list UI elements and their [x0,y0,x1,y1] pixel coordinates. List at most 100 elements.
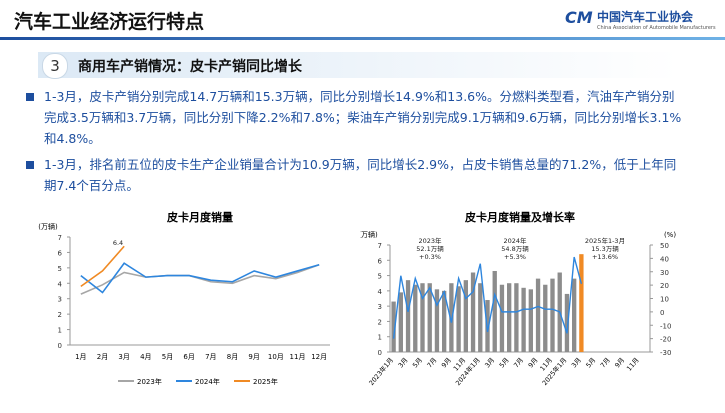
x-tick-label: 11月 [625,356,641,372]
y-tick-label: 2 [58,311,62,319]
annotation: +0.3% [419,253,441,261]
bullet: 1-3月，排名前五位的皮卡生产企业销量合计为10.9万辆，同比增长2.9%，占皮… [26,154,684,196]
annotation: 2025年1-3月 [585,236,625,245]
x-tick-label: 4月 [140,353,151,361]
annotation: +5.3% [504,253,526,261]
y2-tick-label: 20 [660,282,669,290]
x-tick-label: 7月 [599,356,612,369]
bar [478,283,483,352]
y-tick-label: 6 [58,249,63,257]
chart-title: 皮卡月度销量 [166,210,233,224]
y-tick-label: 3 [58,296,62,304]
x-tick-label: 7月 [512,356,525,369]
y-tick-label: 7 [58,234,62,242]
section-bar: 3 商用车产销情况：皮卡产销同比增长 [38,52,678,79]
annotation: +13.6% [592,253,618,261]
bar [492,270,497,352]
section-number: 3 [42,53,68,79]
logo-text: 中国汽车工业协会 [597,10,694,24]
x-tick-label: 5月 [498,356,511,369]
y2-tick-label: -30 [660,349,671,357]
x-tick-label: 9月 [248,353,259,361]
bar [398,292,403,352]
y2-tick-label: 30 [660,269,669,277]
annotation: 6.4 [113,239,123,247]
bar [442,290,447,352]
bar [572,278,577,352]
header-title: 汽车工业经济运行特点 [14,11,205,33]
bar [507,283,512,352]
bar [463,280,468,352]
y-tick-label: 6 [378,257,383,265]
x-tick-label: 12月 [311,353,327,361]
x-tick-label: 1月 [75,353,86,361]
line [392,256,583,339]
y-tick-label: 0 [378,349,382,357]
x-tick-label: 3月 [570,356,583,369]
line [80,245,125,288]
bar [514,283,519,352]
header: 汽车工业经济运行特点 CM 中国汽车工业协会 China Association… [0,0,725,40]
line [80,262,320,294]
y2-axis-label: (%) [664,231,676,239]
y2-tick-label: 40 [660,255,669,263]
y-tick-label: 7 [378,242,382,250]
bullet: 1-3月，皮卡产销分别完成14.7万辆和15.3万辆，同比分别增长14.9%和1… [26,86,684,149]
bar [427,283,432,352]
x-tick-label: 2023年1月 [367,356,396,388]
bar [550,278,555,352]
bar [413,284,418,352]
section-title: 商用车产销情况：皮卡产销同比增长 [78,59,302,75]
legend-label: 2024年 [195,377,220,386]
y2-tick-label: -10 [660,322,671,330]
x-tick-label: 7月 [205,353,216,361]
annotation: 2024年 [503,236,527,245]
bar [420,283,425,352]
x-tick-label: 2月 [97,353,108,361]
x-tick-label: 5月 [162,353,173,361]
y-tick-label: 1 [58,327,62,335]
y-tick-label: 2 [378,318,382,326]
legend-label: 2023年 [137,377,162,386]
x-tick-label: 11月 [290,353,306,361]
x-tick-label: 5月 [411,356,424,369]
line [80,264,320,295]
y-tick-label: 0 [58,342,62,350]
y-tick-label: 3 [378,303,382,311]
y-tick-label: 1 [378,334,382,342]
bar [456,286,461,352]
bar [564,293,570,352]
x-tick-label: 7月 [426,356,439,369]
chart-title: 皮卡月度销量及增长率 [464,210,575,224]
y-axis-label: (万辆) [38,222,58,231]
logo-mark: CM [565,8,593,27]
header-rule [0,37,725,40]
y-tick-label: 4 [58,280,63,288]
bar [470,272,476,352]
logo-text-en: China Association of Automobile Manufact… [597,25,716,31]
x-tick-label: 10月 [268,353,284,361]
annotation: 15.3万辆 [591,244,619,253]
x-tick-label: 3月 [118,353,129,361]
y2-tick-label: -20 [660,336,671,344]
y-tick-label: 5 [378,273,382,281]
annotation: 52.1万辆 [416,244,444,253]
y-tick-label: 5 [58,265,62,273]
bar [449,283,454,352]
bar [528,289,533,352]
y2-tick-label: 10 [660,296,669,304]
chart: 皮卡月度销量 (万辆) 0 1 2 3 4 5 6 7 1月 2月 3月 4月 5月 6月 7月 8月 9月 10月 1… [38,210,330,386]
y2-tick-label: 50 [660,242,669,250]
bar [579,254,584,352]
annotation: 54.8万辆 [501,244,529,253]
bar [521,287,526,352]
bar [543,284,548,352]
legend-label: 2025年 [253,377,278,386]
x-tick-label: 3月 [483,356,496,369]
x-tick-label: 5月 [584,356,597,369]
annotation: 2023年 [418,236,442,245]
y-tick-label: 4 [378,288,383,296]
bar [535,278,541,352]
chart: 皮卡月度销量及增长率 (万辆) 0 1 2 3 4 5 6 7 (%) -30 -20 -10 0 10 20 3… [360,210,676,388]
